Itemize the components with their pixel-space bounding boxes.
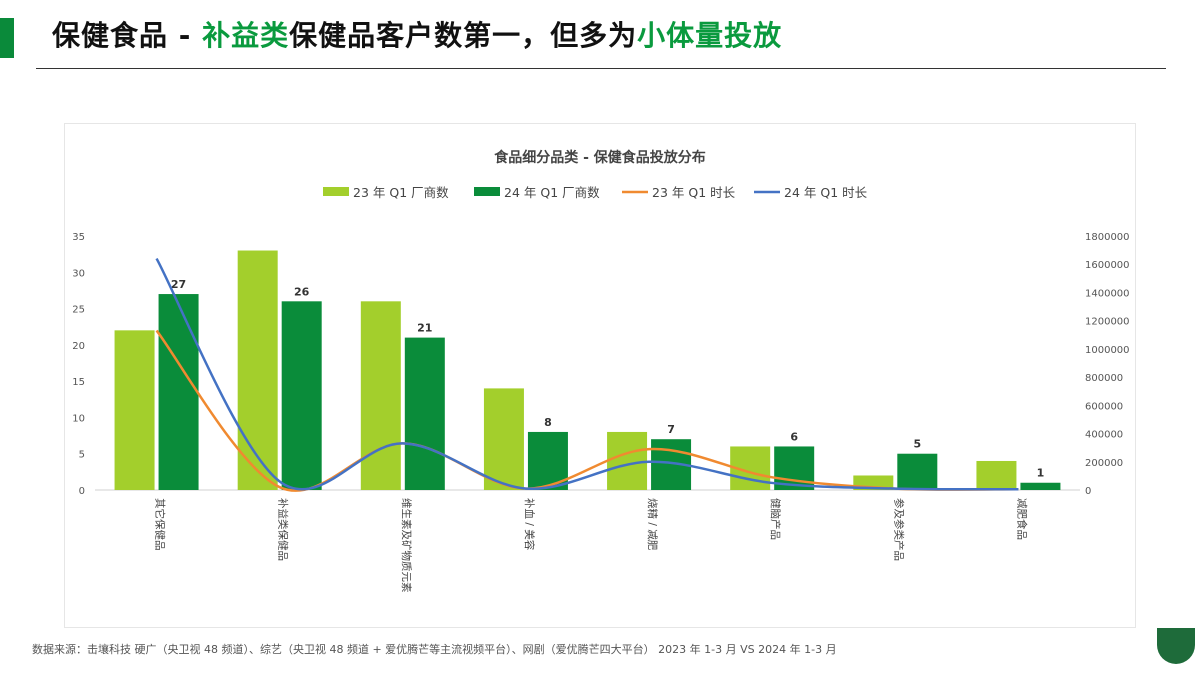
x-category-label-6: 健脑产品	[769, 498, 782, 540]
legend-label-4: 24 年 Q1 时长	[784, 185, 868, 200]
y-right-tick-label: 1600000	[1085, 260, 1130, 271]
bar-23-4	[483, 388, 524, 490]
data-label-24-8: 1	[1037, 467, 1045, 480]
legend-swatch-1	[323, 187, 349, 196]
y-right-tick-label: 400000	[1085, 430, 1123, 441]
y-right-tick-label: 800000	[1085, 373, 1123, 384]
data-label-24-1: 27	[171, 278, 186, 291]
title-part-1: 保健食品 -	[52, 19, 203, 52]
title-highlight-1: 补益类	[202, 19, 290, 52]
y-left-tick-label: 25	[72, 305, 85, 316]
legend-label-2: 24 年 Q1 厂商数	[504, 185, 600, 200]
legend-label-3: 23 年 Q1 时长	[652, 185, 736, 200]
bar-23-5	[607, 431, 648, 490]
x-category-label-4: 补血 / 美容	[523, 498, 536, 551]
page-title: 保健食品 - 补益类保健品客户数第一，但多为小体量投放	[52, 14, 782, 54]
y-right-tick-label: 1800000	[1085, 232, 1130, 243]
y-right-tick-label: 200000	[1085, 458, 1123, 469]
data-label-24-6: 6	[790, 430, 798, 443]
bar-24-1	[158, 294, 199, 490]
x-category-label-1: 其它保健品	[154, 498, 167, 551]
line-24-duration	[155, 257, 1019, 491]
y-right-tick-label: 1000000	[1085, 345, 1130, 356]
y-left-tick-label: 35	[72, 232, 85, 243]
data-label-24-7: 5	[913, 438, 921, 451]
data-label-24-3: 21	[417, 322, 432, 335]
brand-leaf-icon	[1157, 628, 1195, 664]
combo-chart: 食品细分品类 - 保健食品投放分布 23 年 Q1 厂商数 24 年 Q1 厂商数 2…	[72, 149, 1130, 593]
title-divider	[36, 68, 1166, 69]
x-category-label-7: 参及参类产品	[892, 498, 905, 561]
bar-24-8	[1020, 482, 1061, 490]
bar-23-1	[114, 330, 155, 490]
x-category-label-8: 减肥食品	[1015, 498, 1028, 540]
y-left-tick-label: 30	[72, 268, 85, 279]
bar-24-7	[897, 453, 938, 490]
bar-23-3	[360, 301, 401, 490]
legend-label-1: 23 年 Q1 厂商数	[353, 185, 449, 200]
x-category-label-3: 维生素及矿物质元素	[400, 498, 413, 593]
x-category-label-2: 补益类保健品	[277, 498, 290, 561]
x-category-label-5: 烧精 / 减肥	[646, 498, 659, 551]
data-label-24-5: 7	[667, 423, 675, 436]
data-source-note: 数据来源：击壤科技 硬广（央卫视 48 频道）、综艺（央卫视 48 频道 + 爱…	[32, 643, 837, 656]
y-left-tick-label: 20	[72, 341, 85, 352]
y-left-tick-label: 10	[72, 413, 85, 424]
y-right-tick-label: 0	[1085, 486, 1091, 497]
legend-swatch-2	[474, 187, 500, 196]
bar-23-2	[237, 250, 278, 490]
y-right-tick-label: 600000	[1085, 401, 1123, 412]
title-part-2: 保健品客户数第一，但多为	[289, 19, 638, 52]
bar-24-2	[281, 301, 322, 490]
y-right-tick-label: 1200000	[1085, 317, 1130, 328]
y-right-tick-label: 1400000	[1085, 288, 1130, 299]
title-highlight-2: 小体量投放	[637, 19, 783, 52]
title-accent-bar	[0, 18, 14, 58]
bar-23-8	[976, 460, 1017, 490]
y-left-tick-label: 5	[79, 450, 85, 461]
chart-panel: 食品细分品类 - 保健食品投放分布 23 年 Q1 厂商数 24 年 Q1 厂商数 2…	[64, 123, 1136, 628]
y-left-tick-label: 0	[79, 486, 85, 497]
y-left-tick-label: 15	[72, 377, 85, 388]
bar-24-3	[404, 337, 445, 490]
data-label-24-2: 26	[294, 285, 310, 298]
data-label-24-4: 8	[544, 416, 552, 429]
chart-title: 食品细分品类 - 保健食品投放分布	[494, 149, 706, 166]
